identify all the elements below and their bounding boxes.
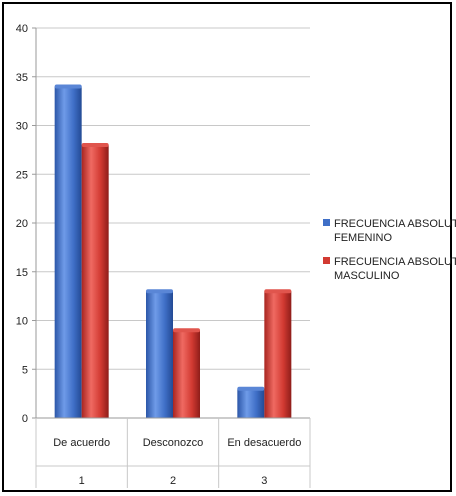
y-tick-label: 30	[16, 121, 28, 133]
bar-top	[81, 143, 109, 147]
y-tick-label: 15	[16, 267, 28, 279]
bar	[146, 291, 173, 418]
category-table: De acuerdo 1 Desconozco 2 En desacuerdo 3	[35, 418, 311, 488]
legend-swatch	[323, 219, 330, 226]
legend-label: FRECUENCIA ABSOLUTA	[334, 218, 456, 230]
bars	[54, 84, 292, 418]
y-tick-label: 40	[16, 23, 28, 35]
y-tick-label: 35	[16, 72, 28, 84]
y-tick-label: 5	[22, 364, 28, 376]
bar	[81, 145, 109, 418]
category-number: 3	[261, 475, 267, 487]
y-tick-label: 20	[16, 218, 28, 230]
y-tick-label: 0	[22, 413, 28, 425]
category-label: En desacuerdo	[227, 437, 301, 449]
bar	[237, 388, 265, 418]
category-number: 2	[170, 475, 176, 487]
legend-label: FRECUENCIA ABSOLUTA	[334, 256, 456, 268]
y-axis-ticks: 0 5 10 15 20 25 30 35 40	[16, 23, 36, 425]
bar-top	[173, 328, 200, 333]
category-number: 1	[79, 475, 85, 487]
legend: FRECUENCIA ABSOLUTA FEMENINO FRECUENCIA AB…	[323, 218, 456, 282]
y-tick-label: 10	[16, 316, 28, 328]
legend-label: FEMENINO	[334, 232, 393, 244]
bar-top	[237, 386, 265, 391]
category-label: De acuerdo	[53, 437, 110, 449]
legend-label: MASCULINO	[334, 270, 400, 282]
bar	[173, 330, 200, 418]
category-label: Desconozco	[143, 437, 204, 449]
legend-swatch	[323, 257, 330, 264]
y-tick-label: 25	[16, 169, 28, 181]
bar-top	[264, 289, 292, 294]
bar-top	[146, 289, 173, 294]
bar	[54, 86, 82, 418]
bar	[264, 291, 292, 418]
bar-top	[54, 84, 82, 89]
